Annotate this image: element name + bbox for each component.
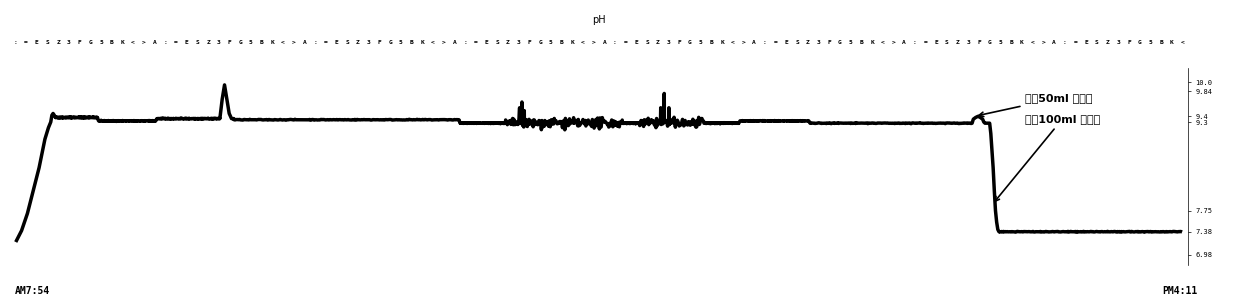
Text: 加入100ml 自来水: 加入100ml 自来水 (994, 114, 1100, 201)
Text: AM7:54: AM7:54 (15, 286, 50, 296)
Text: 加入50ml 自来水: 加入50ml 自来水 (980, 93, 1092, 116)
Text: PM4:11: PM4:11 (1163, 286, 1198, 296)
Title: pH: pH (593, 15, 605, 25)
